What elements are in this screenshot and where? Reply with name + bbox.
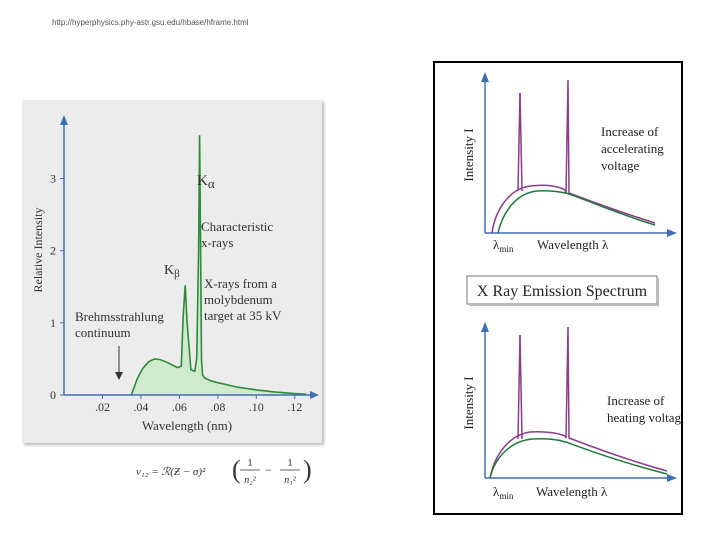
accelerating-voltage-diagram: Intensity I λmin Wavelength λ Increase o…: [461, 72, 677, 254]
molybdenum-spectrum-panel: .02 .04 .06 .08 .10 .12 0 1 2 3 Relative Intensit…: [22, 100, 322, 443]
x-tick-label: .04: [133, 400, 148, 414]
formula-open-paren: (: [232, 455, 241, 484]
formula-minus: −: [265, 463, 272, 477]
y-tick-label: 1: [50, 316, 56, 330]
bottom-x-label: Wavelength λ: [536, 484, 608, 499]
y-tick-label: 2: [50, 244, 56, 258]
x-tick-label: .10: [249, 400, 264, 414]
top-curve-purple: [491, 79, 656, 234]
bottom-peak-1b: [519, 334, 523, 440]
top-y-label: Intensity I: [461, 128, 476, 181]
brems-annotation: Brehmsstrahlung continuum: [75, 309, 167, 340]
y-tick-label: 0: [50, 388, 56, 402]
bottom-lambda-min: λmin: [493, 484, 514, 501]
k-alpha-label: Kα: [197, 173, 215, 191]
top-y-axis-arrow: [481, 72, 489, 82]
y-tick-label: 3: [50, 172, 56, 186]
bottom-curve-green: [489, 438, 668, 479]
brems-arrowhead: [115, 372, 123, 380]
emission-spectrum-diagram: Intensity I λmin Wavelength λ Increase o…: [461, 72, 687, 501]
top-lambda-min: λmin: [493, 237, 514, 254]
spectrum-line: [130, 135, 307, 396]
formula-den-2: n₁²: [284, 475, 296, 486]
x-tick-label: .02: [95, 400, 110, 414]
characteristic-annotation: Characteristic x-rays: [201, 219, 276, 250]
bottom-x-axis-arrow: [667, 474, 677, 482]
bottom-y-label: Intensity I: [461, 376, 476, 429]
moseley-formula: ν₁₂ = ℛ(Ƶ − σ)² ( 1 n₂² − 1 n₁² ): [136, 455, 312, 486]
x-tick-label: .12: [287, 400, 302, 414]
formula-den-1: n₂²: [244, 475, 256, 486]
y-axis-arrow: [60, 115, 68, 125]
bottom-note: Increase of heating voltage: [607, 393, 681, 425]
panel-title: X Ray Emission Spectrum: [477, 283, 648, 300]
chart-axes: [60, 115, 319, 399]
top-x-axis-arrow: [667, 229, 677, 237]
spectrum-fill: [131, 135, 307, 395]
bottom-y-axis-arrow: [481, 322, 489, 332]
emission-spectrum-panel: Intensity I λmin Wavelength λ Increase o…: [433, 61, 687, 515]
x-tick-label: .06: [172, 400, 187, 414]
k-beta-label: Kβ: [164, 263, 180, 280]
top-x-label: Wavelength λ: [537, 237, 609, 252]
formula-close-paren: ): [303, 455, 312, 484]
x-axis-arrow: [310, 391, 319, 399]
top-note: Increase of accelerating voltage: [601, 124, 667, 173]
top-peak-1b: [519, 92, 523, 192]
heating-voltage-diagram: Intensity I λmin Wavelength λ Increase o…: [461, 322, 687, 501]
chart-ticks: .02 .04 .06 .08 .10 .12 0 1 2 3: [50, 172, 302, 414]
x-axis-label: Wavelength (nm): [142, 418, 232, 433]
molybdenum-annotation: X-rays from a molybdenum target at 35 kV: [204, 276, 282, 323]
formula-lhs: ν₁₂ = ℛ(Ƶ − σ)²: [136, 466, 206, 478]
formula-num-2: 1: [287, 457, 293, 469]
bottom-curve-purple: [489, 326, 668, 479]
source-url[interactable]: http://hyperphysics.phy-astr.gsu.edu/hba…: [52, 18, 249, 27]
x-tick-label: .08: [210, 400, 225, 414]
molybdenum-spectrum-chart: .02 .04 .06 .08 .10 .12 0 1 2 3 Relative Intensit…: [31, 115, 319, 433]
formula-num-1: 1: [247, 457, 253, 469]
top-curve-green: [497, 190, 656, 234]
y-axis-label: Relative Intensity: [31, 208, 45, 293]
